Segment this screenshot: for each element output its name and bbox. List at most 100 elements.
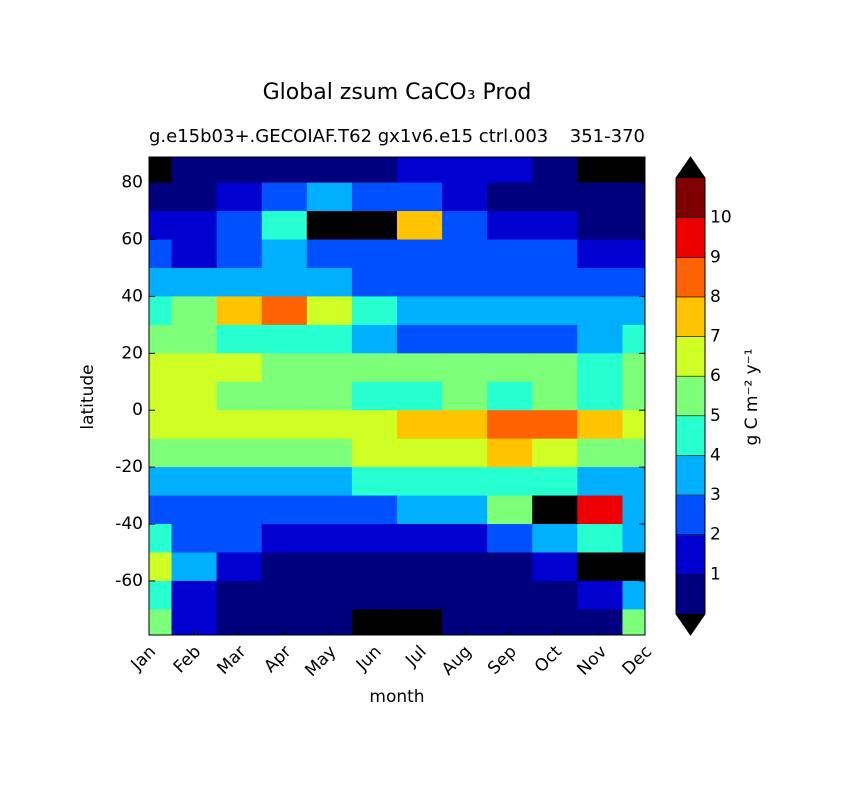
- colorbar-swatch: [676, 217, 705, 258]
- contour-cell: [487, 296, 533, 326]
- contour-cell: [577, 438, 623, 468]
- contour-cell: [622, 157, 645, 184]
- contour-cell: [171, 157, 218, 184]
- y-tick-label: -40: [115, 514, 143, 534]
- contour-cell: [487, 211, 533, 241]
- contour-cell: [171, 580, 218, 610]
- x-tick-label: Mar: [213, 642, 250, 679]
- colorbar-tick-label: 7: [710, 327, 721, 347]
- contour-cell: [171, 467, 218, 497]
- contour-cell: [442, 182, 488, 212]
- contour-cell: [149, 157, 173, 184]
- contour-cell: [532, 381, 578, 411]
- contour-cell: [306, 267, 353, 297]
- colorbar-tick-label: 5: [710, 406, 721, 426]
- contour-cell: [149, 410, 173, 440]
- contour-cell: [171, 495, 218, 525]
- contour-cell: [442, 552, 488, 582]
- contour-cell: [442, 438, 488, 468]
- contour-cell: [149, 495, 173, 525]
- contour-cell: [442, 211, 488, 241]
- y-tick-label: 60: [121, 230, 143, 250]
- contour-cell: [261, 296, 308, 326]
- contour-cell: [216, 211, 263, 241]
- colorbar-swatch: [676, 574, 705, 615]
- contour-cell: [149, 467, 173, 497]
- contour-cell: [216, 157, 263, 184]
- plot-frame: [148, 156, 646, 636]
- contour-cell: [622, 296, 645, 326]
- contour-cell: [577, 467, 623, 497]
- contour-cell: [171, 296, 218, 326]
- colorbar-tick-label: 6: [710, 366, 721, 386]
- contour-cell: [306, 353, 353, 383]
- contour-cell: [622, 524, 645, 553]
- contour-cell: [171, 239, 218, 269]
- contour-cell: [149, 609, 173, 635]
- contour-cell: [261, 239, 308, 269]
- contour-cell: [397, 157, 443, 184]
- contour-cell: [261, 157, 308, 184]
- contour-cell: [487, 381, 533, 411]
- contour-cell: [487, 353, 533, 383]
- contour-cell: [171, 410, 218, 440]
- contour-cell: [216, 467, 263, 497]
- contour-cell: [306, 211, 353, 241]
- contour-cell: [487, 324, 533, 354]
- contour-cell: [532, 267, 578, 297]
- contour-cell: [261, 182, 308, 212]
- contour-cell: [487, 580, 533, 610]
- contour-cell: [261, 324, 308, 354]
- contour-cell: [261, 552, 308, 582]
- contour-cell: [577, 580, 623, 610]
- contour-cell: [306, 410, 353, 440]
- contour-cell: [442, 267, 488, 297]
- contour-cell: [149, 580, 173, 610]
- contour-cell: [577, 552, 623, 582]
- contour-cell: [397, 495, 443, 525]
- contour-cell: [306, 324, 353, 354]
- contour-cell: [306, 552, 353, 582]
- contour-cell: [487, 239, 533, 269]
- contour-cell: [149, 239, 173, 269]
- colorbar-frame: [675, 156, 706, 636]
- contour-cell: [487, 495, 533, 525]
- contour-cell: [261, 410, 308, 440]
- y-axis-label: latitude: [78, 364, 98, 429]
- contour-cell: [171, 182, 218, 212]
- contour-cell: [532, 296, 578, 326]
- colorbar-swatch: [676, 336, 705, 377]
- contour-cell: [351, 353, 398, 383]
- y-tick-label: 20: [121, 343, 143, 363]
- contour-cell: [306, 296, 353, 326]
- contour-cell: [442, 524, 488, 553]
- x-tick-label: Oct: [531, 642, 566, 677]
- contour-cell: [149, 267, 173, 297]
- contour-cell: [306, 467, 353, 497]
- contour-cell: [149, 324, 173, 354]
- colorbar-swatch: [676, 415, 705, 456]
- contour-cell: [622, 381, 645, 411]
- contour-cell: [306, 182, 353, 212]
- y-tick-label: -20: [115, 457, 143, 477]
- contour-cell: [397, 524, 443, 553]
- contour-cell: [577, 324, 623, 354]
- contour-cell: [487, 410, 533, 440]
- contour-cell: [397, 324, 443, 354]
- contour-cell: [171, 353, 218, 383]
- y-tick-label: 40: [121, 286, 143, 306]
- colorbar-label: g C m⁻² y⁻¹: [742, 348, 762, 445]
- contour-cell: [216, 239, 263, 269]
- contour-cell: [171, 324, 218, 354]
- x-tick-label: May: [301, 642, 340, 681]
- contour-cell: [622, 267, 645, 297]
- contour-cell: [487, 438, 533, 468]
- contour-cell: [216, 410, 263, 440]
- contour-cell: [216, 524, 263, 553]
- contour-cell: [171, 211, 218, 241]
- contour-cell: [306, 495, 353, 525]
- contour-cell: [577, 524, 623, 553]
- contour-cell: [216, 267, 263, 297]
- contour-cell: [577, 211, 623, 241]
